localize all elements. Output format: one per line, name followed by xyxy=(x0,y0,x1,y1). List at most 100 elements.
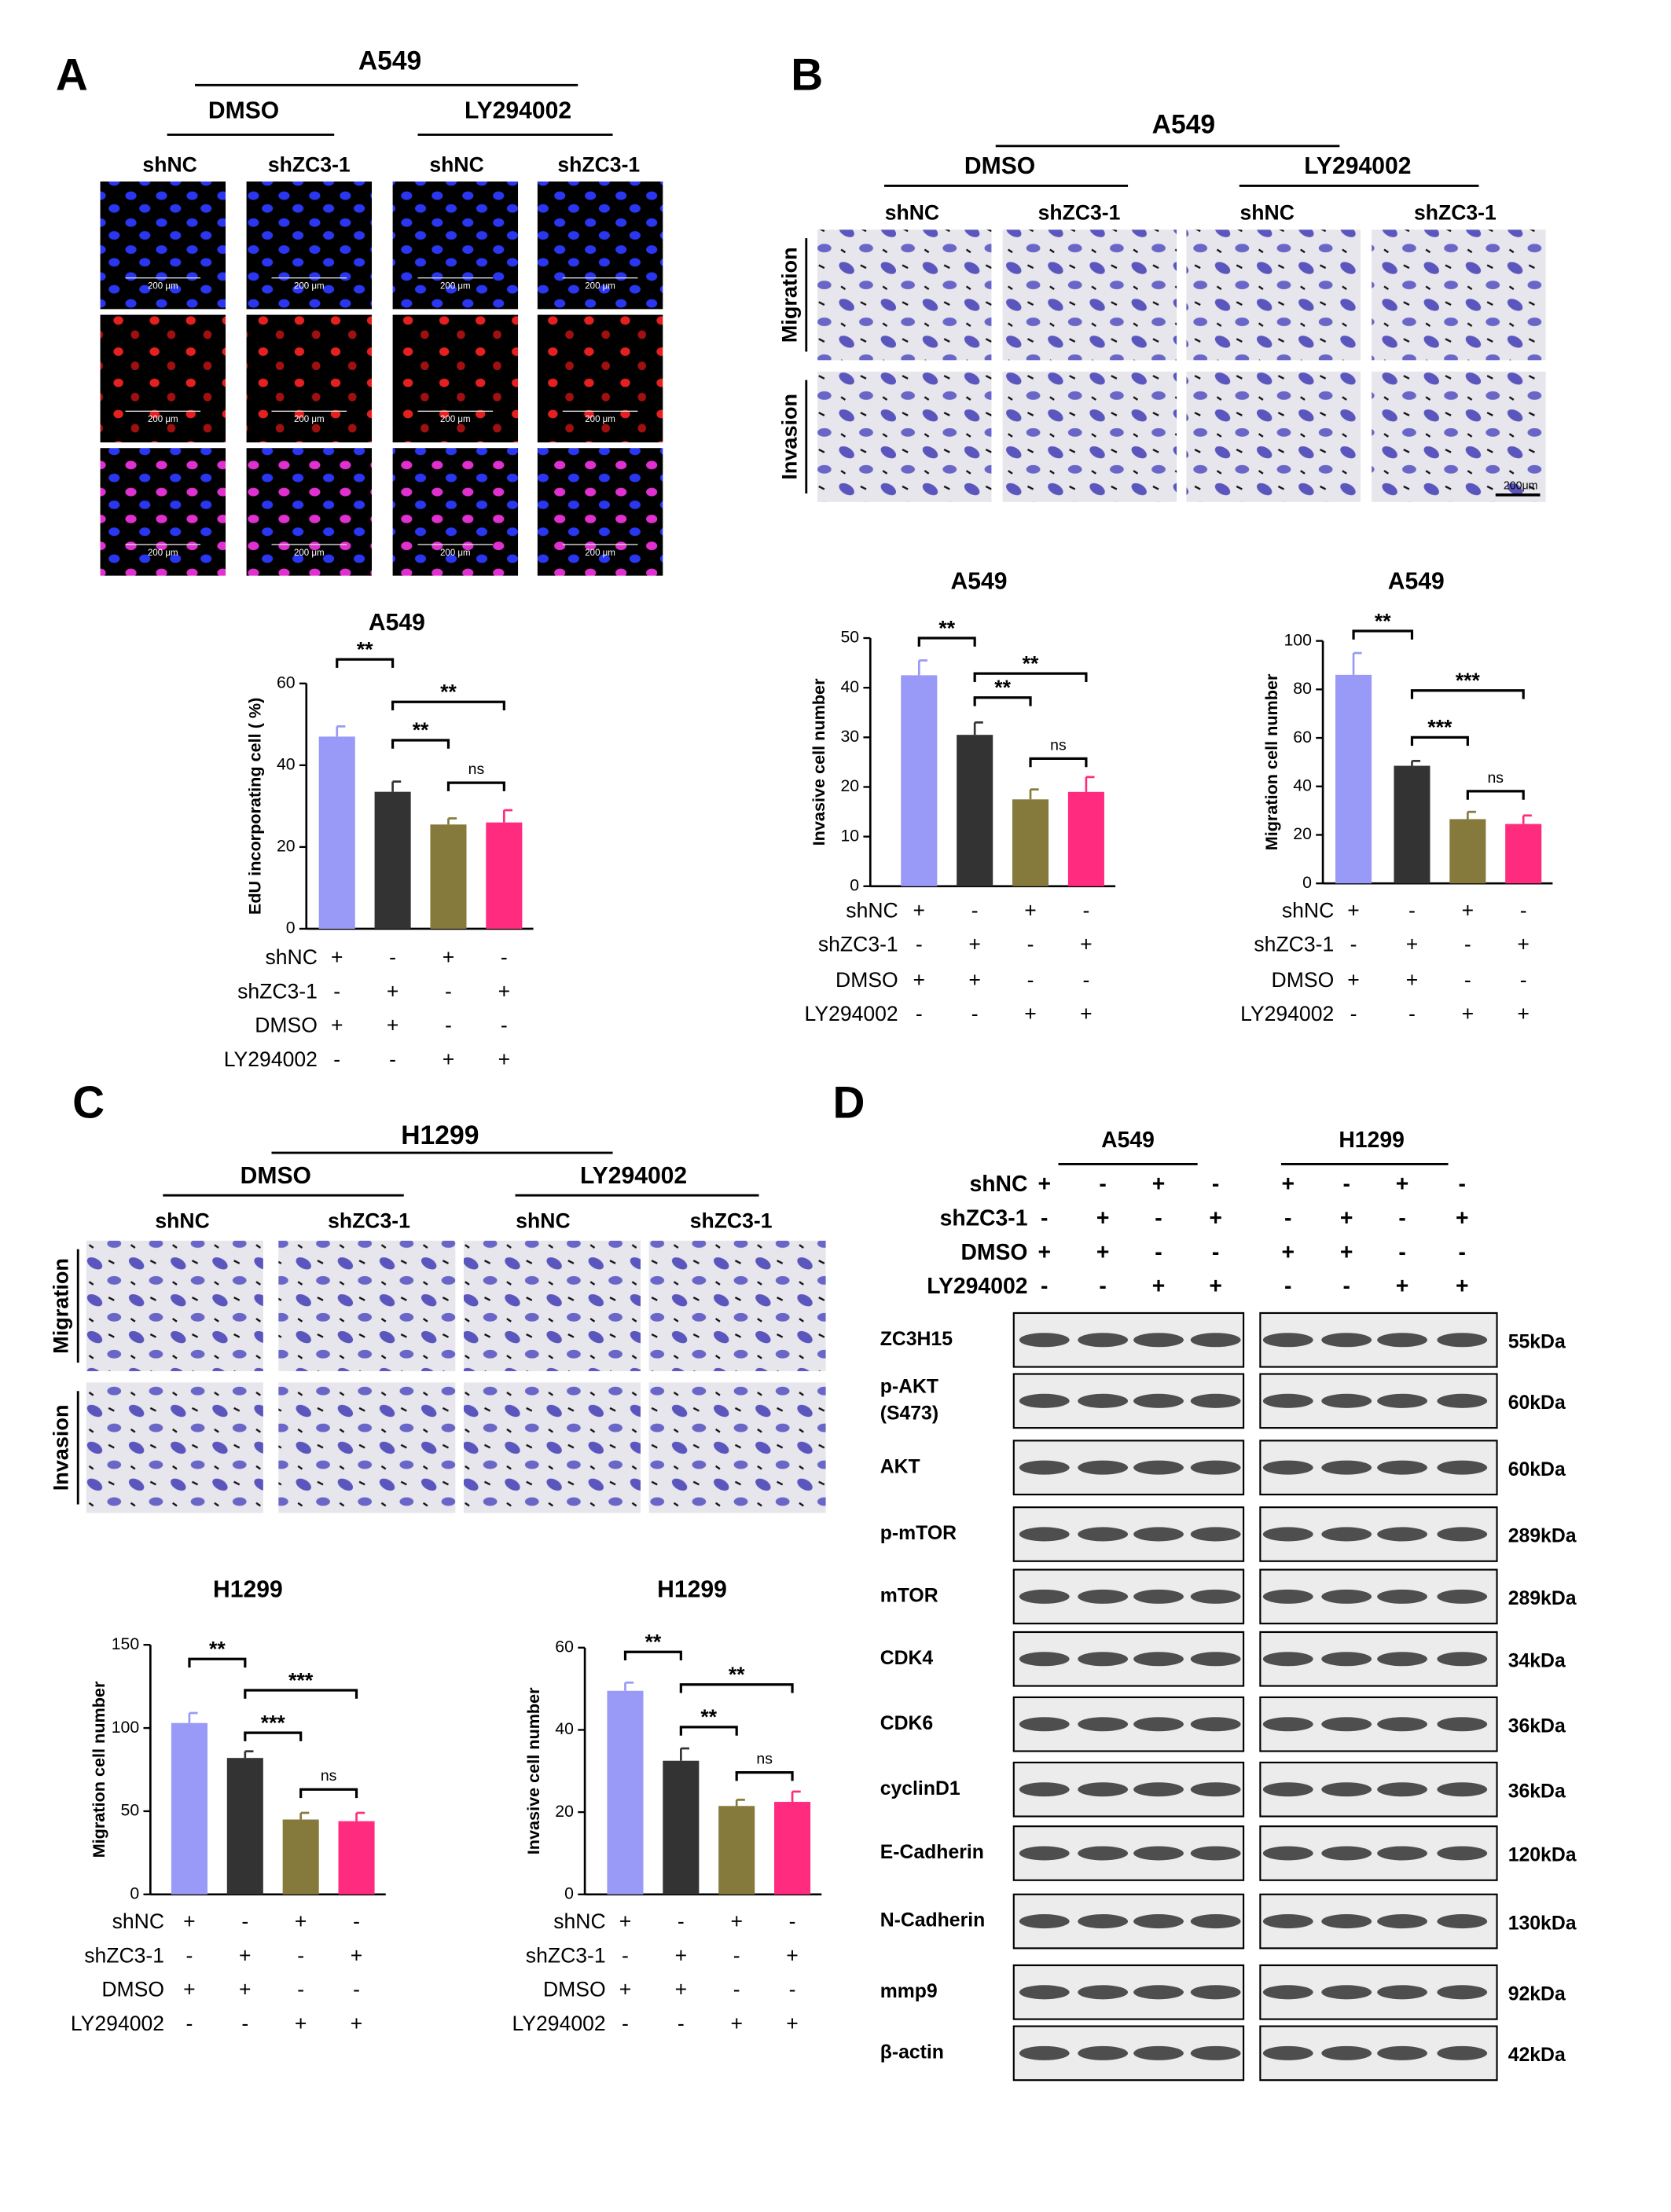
condition-mark: - xyxy=(1342,1172,1350,1197)
significance-bracket xyxy=(679,1683,794,1693)
condition-mark: + xyxy=(1396,1274,1409,1299)
condition-mark: - xyxy=(241,1909,248,1933)
condition-mark: - xyxy=(1212,1172,1219,1197)
blot-band xyxy=(1437,1652,1488,1667)
condition-mark: + xyxy=(1282,1172,1295,1197)
blot-band xyxy=(1262,1985,1313,2000)
blot-band xyxy=(1019,1985,1070,2000)
micrograph xyxy=(100,314,226,442)
y-tick-label: 0 xyxy=(1302,873,1312,892)
blot-band xyxy=(1078,1589,1129,1604)
y-tick-label: 20 xyxy=(840,776,859,795)
group-label: shZC3-1 xyxy=(1414,200,1497,224)
y-axis-title: Invasive cell number xyxy=(810,678,828,846)
condition-name: shNC xyxy=(969,1172,1027,1197)
y-tick-label: 40 xyxy=(840,677,859,696)
significance-bracket xyxy=(679,1726,738,1736)
scale-bar-label: 200 μm xyxy=(148,548,178,558)
significance-label: ** xyxy=(209,1637,226,1660)
significance-label: ** xyxy=(413,718,429,742)
y-tick-label: 0 xyxy=(564,1884,574,1902)
treatment: LY294002 xyxy=(580,1162,687,1189)
blot-band xyxy=(1437,1589,1488,1604)
blot-band xyxy=(1321,1846,1372,1861)
condition-mark: - xyxy=(622,2012,629,2035)
condition-mark: + xyxy=(1456,1205,1469,1231)
condition-mark: + xyxy=(968,933,981,956)
condition-mark: - xyxy=(501,1013,508,1036)
condition-mark: - xyxy=(916,1002,923,1025)
micrograph xyxy=(100,448,226,576)
blot-band xyxy=(1133,1914,1184,1929)
blot-band xyxy=(1133,1985,1184,2000)
micrograph xyxy=(463,1240,641,1371)
condition-name: LY294002 xyxy=(71,2012,164,2035)
significance-label: ns xyxy=(1050,736,1067,754)
micrograph xyxy=(537,448,663,576)
blot-band xyxy=(1377,1717,1427,1732)
condition-name: LY294002 xyxy=(927,1274,1027,1299)
significance-bracket xyxy=(244,1731,303,1741)
condition-mark: + xyxy=(1517,1002,1530,1025)
condition-mark: + xyxy=(730,2012,743,2035)
bar xyxy=(282,1819,319,1895)
blot-band xyxy=(1078,1393,1129,1408)
condition-name: DMSO xyxy=(836,968,898,992)
condition-mark: - xyxy=(445,1013,452,1036)
significance-bracket xyxy=(917,636,976,647)
bar xyxy=(226,1758,263,1895)
cell-line: A549 xyxy=(358,46,421,75)
significance-label: *** xyxy=(288,1668,314,1692)
blot-band xyxy=(1078,1460,1129,1475)
condition-mark: + xyxy=(675,1977,688,2001)
blot-size: 34kDa xyxy=(1508,1649,1566,1671)
condition-mark: - xyxy=(333,1047,340,1071)
condition-mark: - xyxy=(789,1977,796,2001)
y-tick-label: 10 xyxy=(840,826,859,845)
cell-line: A549 xyxy=(1152,109,1215,139)
blot-band xyxy=(1321,1333,1372,1348)
micrograph xyxy=(1186,229,1361,361)
blot-band xyxy=(1190,1846,1241,1861)
condition-mark: + xyxy=(1024,1002,1037,1025)
treatment: DMSO xyxy=(208,97,279,123)
micrograph xyxy=(817,371,992,502)
group-label: shZC3-1 xyxy=(1038,200,1121,224)
treatment: LY294002 xyxy=(1304,152,1411,179)
panel-label: D xyxy=(832,1077,865,1128)
blot-band xyxy=(1437,1914,1488,1929)
significance-bracket xyxy=(1352,629,1414,640)
condition-mark: - xyxy=(1155,1240,1162,1265)
blot-band xyxy=(1019,1393,1070,1408)
condition-mark: + xyxy=(331,945,343,969)
condition-mark: + xyxy=(786,2012,799,2035)
blot-band xyxy=(1019,2045,1070,2060)
blot-band xyxy=(1078,1985,1129,2000)
condition-mark: + xyxy=(1347,898,1360,922)
blot-band xyxy=(1262,1393,1313,1408)
blot-band xyxy=(1377,1652,1427,1667)
blot-size: 92kDa xyxy=(1508,1983,1566,2005)
micrograph xyxy=(86,1240,263,1371)
y-tick-label: 30 xyxy=(840,727,859,746)
blot-band xyxy=(1019,1652,1070,1667)
blot-band xyxy=(1190,1589,1241,1604)
row-label: Invasion xyxy=(778,394,802,480)
condition-mark: - xyxy=(1464,933,1471,956)
condition-mark: - xyxy=(1041,1274,1048,1299)
group-label: shNC xyxy=(142,152,196,176)
condition-mark: - xyxy=(1520,898,1527,922)
condition-name: DMSO xyxy=(101,1977,164,2001)
condition-mark: - xyxy=(445,979,452,1003)
blot-band xyxy=(1019,1460,1070,1475)
blot-band xyxy=(1078,1652,1129,1667)
significance-label: ns xyxy=(1487,769,1504,787)
blot-band xyxy=(1437,1460,1488,1475)
significance-label: ** xyxy=(938,616,955,640)
blot-band xyxy=(1262,1589,1313,1604)
blot-band xyxy=(1321,1782,1372,1797)
bar xyxy=(1394,765,1430,884)
blot-band xyxy=(1190,1782,1241,1797)
condition-mark: - xyxy=(1082,898,1089,922)
